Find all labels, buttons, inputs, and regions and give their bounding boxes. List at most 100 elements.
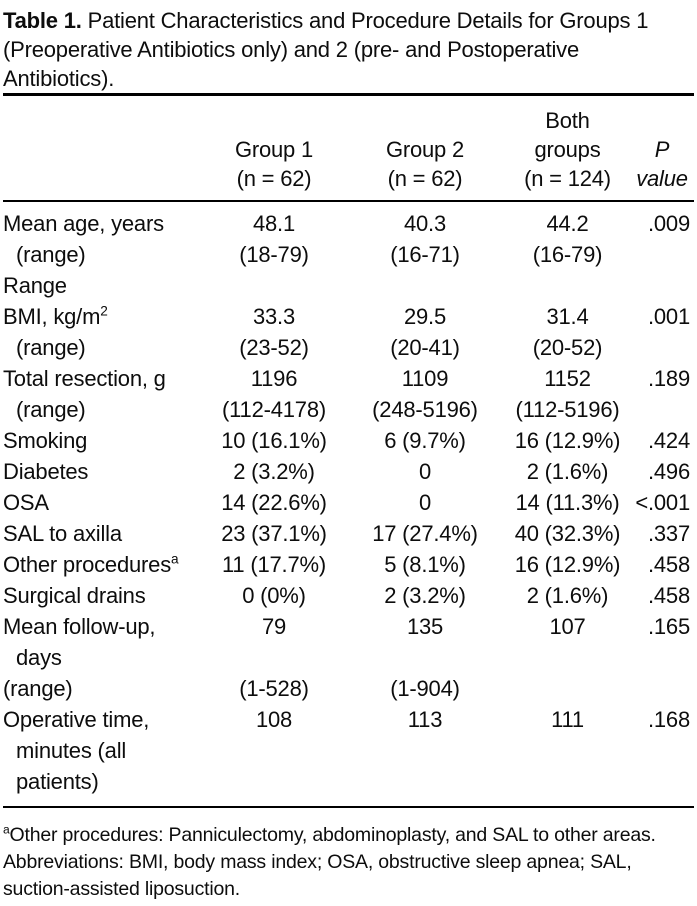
cell-p-value: .458 bbox=[647, 583, 690, 608]
row-label-text: (range) bbox=[3, 676, 73, 701]
header-both-line2: groups bbox=[534, 137, 601, 162]
cell-group2-value: 29.5 bbox=[403, 304, 447, 329]
row-label: Total resection, g bbox=[3, 363, 203, 394]
table-row: (range) (18-79) (16-71) (16-79) bbox=[3, 239, 694, 270]
table-row: Diabetes 2 (3.2%) 0 2 (1.6%) .496 bbox=[3, 456, 694, 487]
row-label-text: Mean age, years bbox=[3, 211, 164, 236]
cell-group1-value: 0 (0%) bbox=[242, 583, 306, 608]
row-label: patients) bbox=[3, 766, 203, 797]
cell-p-value bbox=[630, 394, 694, 425]
cell-group1-value bbox=[203, 642, 345, 673]
row-label: Surgical drains bbox=[3, 580, 203, 611]
cell-p-value bbox=[630, 332, 694, 363]
cell-group2-value: 1109 bbox=[401, 366, 449, 391]
footnote-abbreviations: Abbreviations: BMI, body mass index; OSA… bbox=[3, 849, 694, 903]
cell-group2-value: 6 (9.7%) bbox=[384, 428, 466, 453]
row-label-text: Operative time, bbox=[3, 707, 150, 732]
cell-p-value: .189 bbox=[647, 366, 690, 391]
cell-group1-value: 48.1 bbox=[252, 211, 296, 236]
table-row: (range) (112-4178) (248-5196) (112-5196) bbox=[3, 394, 694, 425]
table-caption: Table 1. Patient Characteristics and Pro… bbox=[3, 6, 694, 93]
row-label-superscript: a bbox=[171, 551, 179, 567]
cell-p-value: .496 bbox=[647, 459, 690, 484]
table-header-rule bbox=[3, 200, 694, 202]
cell-p-value bbox=[630, 766, 694, 797]
row-label: Mean follow-up, bbox=[3, 611, 203, 642]
cell-both-groups-value: 31.4 bbox=[546, 304, 589, 329]
row-label: (range) bbox=[3, 394, 203, 425]
row-label-text: days bbox=[16, 645, 62, 670]
cell-group1-value bbox=[203, 766, 345, 797]
row-label-text: minutes (all bbox=[16, 738, 127, 763]
footnote-abbreviations-text: Abbreviations: BMI, body mass index; OSA… bbox=[3, 851, 632, 900]
table-row: Other proceduresa 11 (17.7%) 5 (8.1%) 16… bbox=[3, 549, 694, 580]
cell-group2-value bbox=[345, 270, 505, 301]
header-cell-group2: Group 2 (n = 62) bbox=[345, 135, 505, 193]
cell-p-value bbox=[630, 239, 694, 270]
table-row: days bbox=[3, 642, 694, 673]
cell-both-groups-value bbox=[505, 735, 630, 766]
header-group1-n: (n = 62) bbox=[236, 166, 312, 191]
row-label-text: BMI, kg/m bbox=[3, 304, 101, 329]
cell-p-value: .337 bbox=[647, 521, 690, 546]
cell-group1-value: 108 bbox=[255, 707, 293, 732]
table-row: OSA 14 (22.6%) 0 14 (11.3%) <.001 bbox=[3, 487, 694, 518]
table-row: (range) (1-528) (1-904) bbox=[3, 673, 694, 704]
header-both-line1: Both bbox=[545, 108, 590, 133]
header-group2-name: Group 2 bbox=[385, 137, 465, 162]
row-label: Other proceduresa bbox=[3, 549, 203, 580]
table-footnotes: aOther procedures: Panniculectomy, abdom… bbox=[3, 808, 694, 903]
table-row: SAL to axilla 23 (37.1%) 17 (27.4%) 40 (… bbox=[3, 518, 694, 549]
table-row: patients) bbox=[3, 766, 694, 797]
footnote-other-procedures-text: Other procedures: Panniculectomy, abdomi… bbox=[9, 824, 656, 846]
table-row: Surgical drains 0 (0%) 2 (3.2%) 2 (1.6%)… bbox=[3, 580, 694, 611]
cell-group1-value: 14 (22.6%) bbox=[221, 490, 327, 515]
cell-both-groups-value: (20-52) bbox=[532, 335, 603, 360]
cell-group2-value bbox=[345, 735, 505, 766]
row-label: Diabetes bbox=[3, 456, 203, 487]
cell-both-groups-value: 16 (12.9%) bbox=[514, 552, 621, 577]
row-label: (range) bbox=[3, 673, 203, 704]
row-label-text: Diabetes bbox=[3, 459, 89, 484]
table-caption-text: Patient Characteristics and Procedure De… bbox=[3, 8, 649, 91]
header-group1-name: Group 1 bbox=[234, 137, 314, 162]
row-label: (range) bbox=[3, 239, 203, 270]
cell-group2-value: 135 bbox=[406, 614, 444, 639]
header-p-line1: P bbox=[654, 137, 670, 162]
header-p-line2: value bbox=[636, 166, 688, 191]
cell-group2-value: 0 bbox=[418, 459, 432, 484]
table-bottom-rule bbox=[3, 806, 694, 808]
row-label-text: (range) bbox=[16, 397, 86, 422]
cell-group1-value bbox=[203, 735, 345, 766]
cell-both-groups-value: 1152 bbox=[544, 366, 591, 391]
row-label: SAL to axilla bbox=[3, 518, 203, 549]
table-caption-label: Table 1. bbox=[3, 8, 82, 33]
cell-group2-value: 40.3 bbox=[403, 211, 447, 236]
cell-both-groups-value: 2 (1.6%) bbox=[526, 583, 609, 608]
cell-p-value: .001 bbox=[647, 304, 690, 329]
header-cell-both-groups: Both groups (n = 124) bbox=[505, 106, 630, 193]
table-row: Operative time, 108 113 111 .168 bbox=[3, 704, 694, 735]
row-label-text: Range bbox=[3, 273, 67, 298]
cell-both-groups-value: 14 (11.3%) bbox=[515, 490, 620, 515]
header-cell-p-value: P value bbox=[630, 135, 694, 193]
cell-p-value bbox=[630, 673, 694, 704]
header-group2-n: (n = 62) bbox=[387, 166, 463, 191]
cell-p-value: .165 bbox=[647, 614, 690, 639]
cell-group1-value: 10 (16.1%) bbox=[221, 428, 327, 453]
row-label: OSA bbox=[3, 487, 203, 518]
cell-group2-value: 2 (3.2%) bbox=[384, 583, 466, 608]
cell-both-groups-value: 44.2 bbox=[546, 211, 589, 236]
cell-group1-value: 1196 bbox=[250, 366, 298, 391]
header-cell-group1: Group 1 (n = 62) bbox=[203, 135, 345, 193]
cell-group2-value: 113 bbox=[407, 707, 443, 732]
cell-both-groups-value bbox=[505, 673, 630, 704]
row-label: Mean age, years bbox=[3, 208, 203, 239]
cell-p-value bbox=[630, 642, 694, 673]
cell-p-value: .009 bbox=[647, 211, 690, 236]
row-label: minutes (all bbox=[3, 735, 203, 766]
row-label: days bbox=[3, 642, 203, 673]
cell-group1-value: (1-528) bbox=[239, 676, 309, 701]
table-body: Mean age, years 48.1 40.3 44.2 .009 (ran… bbox=[3, 202, 694, 806]
header-both-n: (n = 124) bbox=[524, 166, 611, 191]
